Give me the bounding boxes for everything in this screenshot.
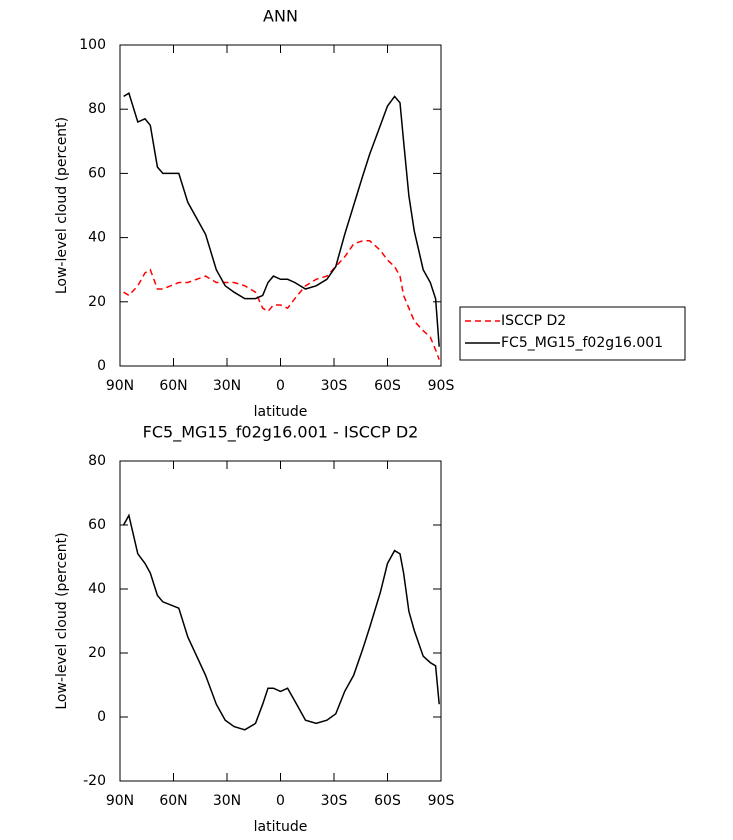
- y-tick-label: 80: [88, 453, 106, 469]
- y-tick-label: 0: [97, 358, 106, 374]
- x-tick-label: 30S: [321, 793, 348, 809]
- x-tick-label: 30N: [213, 793, 241, 809]
- x-axis-label: latitude: [254, 819, 308, 835]
- y-tick-label: 60: [88, 517, 106, 533]
- x-tick-label: 90S: [428, 793, 455, 809]
- plot-frame: [119, 44, 442, 367]
- x-tick-label: 60N: [159, 793, 187, 809]
- x-tick-label: 60S: [374, 378, 401, 394]
- x-tick-label: 90S: [428, 378, 455, 394]
- x-tick-label: 60N: [159, 378, 187, 394]
- legend-label: ISCCP D2: [501, 313, 566, 329]
- legend-box: [459, 306, 686, 361]
- x-tick-label: 0: [276, 378, 285, 394]
- y-tick-label: 20: [88, 645, 106, 661]
- x-tick-label: 0: [276, 793, 285, 809]
- x-tick-label: 30N: [213, 378, 241, 394]
- y-tick-label: 40: [88, 581, 106, 597]
- y-axis-label: Low-level cloud (percent): [54, 117, 70, 294]
- data-line: [123, 240, 440, 360]
- x-tick-label: 90N: [106, 793, 134, 809]
- legend-label: FC5_MG15_f02g16.001: [501, 335, 663, 351]
- data-line: [123, 92, 440, 347]
- chart-title: FC5_MG15_f02g16.001 - ISCCP D2: [143, 423, 419, 443]
- y-tick-label: 20: [88, 294, 106, 310]
- y-tick-label: 40: [88, 230, 106, 246]
- y-tick-label: 0: [97, 709, 106, 725]
- y-tick-label: -20: [83, 773, 106, 789]
- x-tick-label: 30S: [321, 378, 348, 394]
- y-tick-label: 100: [79, 37, 106, 53]
- y-tick-label: 60: [88, 165, 106, 181]
- x-tick-label: 60S: [374, 793, 401, 809]
- chart-title: ANN: [263, 7, 298, 26]
- data-line: [122, 513, 440, 731]
- x-tick-label: 90N: [106, 378, 134, 394]
- x-axis-label: latitude: [254, 404, 308, 420]
- y-tick-label: 80: [88, 101, 106, 117]
- y-axis-label: Low-level cloud (percent): [54, 532, 70, 709]
- plot-frame: [119, 460, 442, 782]
